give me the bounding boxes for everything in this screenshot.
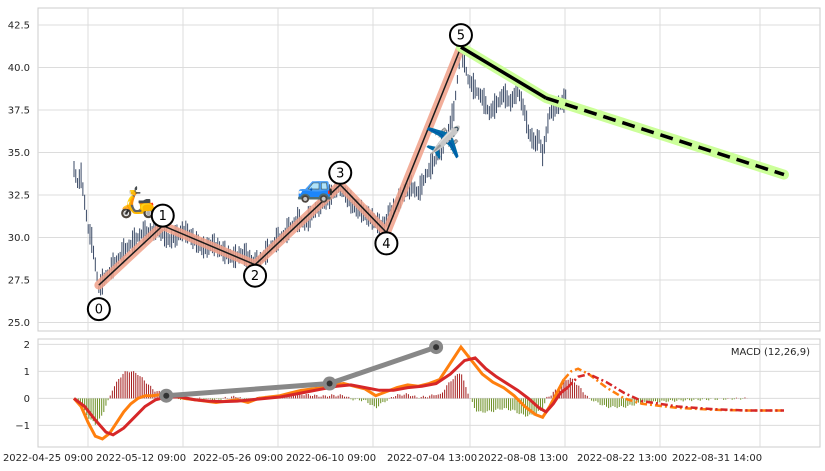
wave-point-label: 5 — [457, 29, 465, 44]
airplane-icon: ✈️ — [425, 124, 462, 161]
x-tick-label: 2022-08-08 13:00 — [478, 453, 568, 464]
macd-y-tick-label: −1 — [15, 421, 30, 432]
price-y-tick-label: 40.0 — [8, 63, 30, 74]
price-y-tick-label: 25.0 — [8, 318, 30, 329]
signal-projection-line — [566, 372, 784, 412]
macd-y-tick-label: 1 — [24, 367, 30, 378]
wave-point-marker — [328, 160, 353, 185]
wave-point-marker — [150, 203, 175, 228]
macd-panel: −1 0 1 2 MACD (12,26,9) — [15, 338, 821, 448]
price-y-tick-label: 32.5 — [8, 191, 30, 202]
x-tick-label: 2022-08-31 14:00 — [672, 453, 762, 464]
x-tick-label: 2022-04-25 09:00 — [3, 453, 93, 464]
price-y-tick-label: 27.5 — [8, 276, 30, 287]
wave-point-label: 2 — [251, 269, 259, 284]
wave-point-marker — [374, 231, 399, 256]
divergence-marker-center — [433, 344, 440, 351]
x-axis-ticks: 2022-04-25 09:00 2022-05-12 09:00 2022-05-… — [3, 453, 762, 464]
wave-point-label: 4 — [382, 237, 390, 252]
macd-y-tick-label: 0 — [24, 394, 30, 405]
wave-point-marker — [448, 23, 473, 48]
wave-line — [98, 46, 462, 286]
price-y-tick-label: 35.0 — [8, 148, 30, 159]
x-tick-label: 2022-07-04 13:00 — [387, 453, 477, 464]
car-icon: 🚙 — [297, 170, 334, 205]
price-panel: 25.0 27.5 30.0 32.5 35.0 37.5 40.0 42.5 🛵 🚙 ✈️ 0 1 2 3… — [8, 7, 821, 332]
divergence-marker-center — [163, 392, 170, 399]
wave-point-label: 1 — [159, 209, 167, 224]
scooter-icon: 🛵 — [119, 185, 156, 220]
x-tick-label: 2022-05-26 09:00 — [193, 453, 283, 464]
price-y-tick-label: 30.0 — [8, 233, 30, 244]
x-tick-label: 2022-08-22 13:00 — [577, 453, 667, 464]
wave-point-marker — [243, 263, 268, 288]
macd-legend-label: MACD (12,26,9) — [731, 347, 810, 358]
projection-line-solid — [460, 45, 548, 100]
divergence-marker-center — [326, 380, 333, 387]
x-tick-label: 2022-06-10 09:00 — [286, 453, 376, 464]
wave-point-label: 0 — [95, 303, 103, 318]
wave-point-marker — [86, 297, 111, 322]
macd-y-tick-label: 2 — [24, 340, 30, 351]
price-y-tick-label: 37.5 — [8, 106, 30, 117]
price-y-tick-label: 42.5 — [8, 21, 30, 32]
wave-point-label: 3 — [336, 166, 344, 181]
x-tick-label: 2022-05-12 09:00 — [96, 453, 186, 464]
macd-line — [72, 344, 566, 441]
projection-line-dashed — [545, 96, 785, 177]
